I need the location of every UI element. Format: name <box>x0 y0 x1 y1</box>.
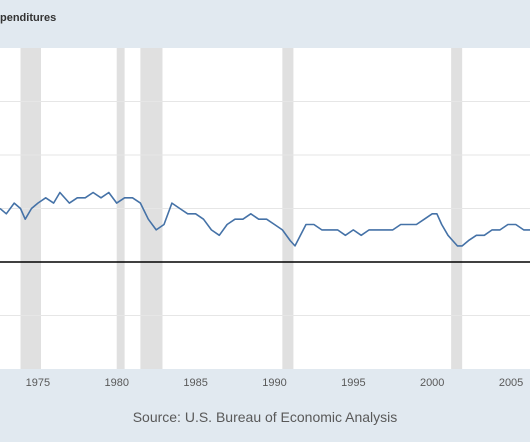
source-note: Source: U.S. Bureau of Economic Analysis <box>132 409 398 425</box>
plot-area <box>0 48 530 369</box>
series-line-1 <box>0 191 530 247</box>
series-group <box>0 191 530 247</box>
x-tick-label: 2005 <box>498 377 524 389</box>
x-tick-label: 1990 <box>262 377 287 389</box>
x-tick-label: 1975 <box>25 377 51 389</box>
chart-title: penditures <box>0 12 57 24</box>
x-tick-label: 2000 <box>419 377 445 389</box>
x-tick-label: 1995 <box>341 377 366 389</box>
line-chart <box>0 48 530 369</box>
x-tick-label: 1985 <box>183 377 208 389</box>
x-tick-label: 1980 <box>104 377 129 389</box>
